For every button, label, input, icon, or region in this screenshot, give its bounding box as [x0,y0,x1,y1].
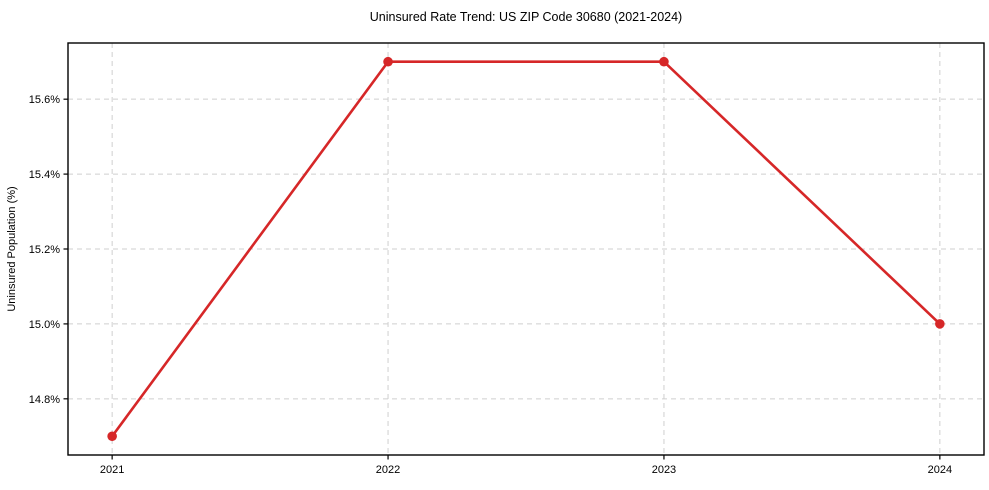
data-series [107,56,945,442]
axis-ticks [63,98,941,460]
y-tick-label: 15.6% [29,94,60,106]
data-point-2021 [107,431,117,442]
y-tick-label: 14.8% [29,394,60,406]
x-tick-label: 2024 [928,464,952,476]
y-tick-labels: 14.8% 15.0% 15.2% 15.4% 15.6% [29,94,60,406]
chart-title: Uninsured Rate Trend: US ZIP Code 30680 … [370,10,682,24]
x-tick-labels: 2021 2022 2023 2024 [100,464,952,476]
x-tick-label: 2022 [376,464,400,476]
y-axis-label: Uninsured Population (%) [6,186,18,311]
y-tick-label: 15.0% [29,319,60,331]
trend-line [110,60,942,438]
data-point-2024 [935,319,945,329]
y-tick-label: 15.4% [29,169,60,181]
data-point-2023 [659,56,669,67]
data-point-2022 [383,56,393,67]
gridlines [68,43,984,455]
y-tick-label: 15.2% [29,244,60,256]
x-tick-label: 2023 [652,464,676,476]
x-tick-label: 2021 [100,464,124,476]
